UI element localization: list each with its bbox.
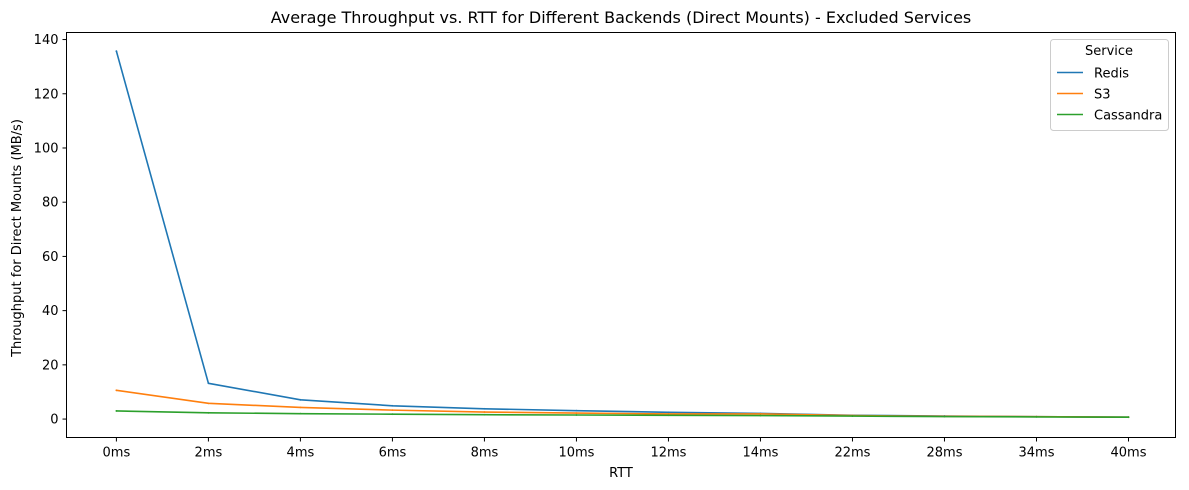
y-tick-label: 80 (42, 196, 59, 211)
data-point-cassandra (299, 412, 302, 415)
y-tick-label: 140 (34, 33, 59, 48)
data-point-redis (667, 411, 670, 414)
legend-title: Service (1085, 44, 1133, 59)
x-tick-label: 34ms (1018, 446, 1054, 461)
y-axis-label: Throughput for Direct Mounts (MB/s) (10, 119, 25, 358)
x-tick-label: 0ms (103, 446, 131, 461)
x-tick-label: 40ms (1111, 446, 1147, 461)
data-point-s3 (299, 406, 302, 409)
data-point-cassandra (1035, 415, 1038, 418)
data-point-redis (575, 409, 578, 412)
data-point-cassandra (667, 414, 670, 417)
data-point-cassandra (115, 410, 118, 412)
data-point-redis (207, 382, 210, 385)
data-point-redis (115, 50, 118, 53)
legend: Service Redis S3 Cassandra (1050, 39, 1169, 131)
data-point-cassandra (575, 414, 578, 416)
y-tick-label: 100 (34, 141, 59, 156)
data-point-cassandra (207, 411, 210, 414)
x-tick-label: 12ms (650, 446, 686, 461)
chart-title: Average Throughput vs. RTT for Different… (271, 8, 972, 27)
data-point-cassandra (851, 415, 854, 417)
x-axis-label: RTT (609, 466, 633, 481)
y-tick-label: 20 (42, 358, 59, 373)
y-tick-label: 60 (42, 250, 59, 265)
data-point-redis (299, 398, 302, 401)
y-tick-label: 0 (50, 413, 58, 428)
data-point-s3 (575, 412, 578, 415)
x-tick-label: 6ms (379, 446, 407, 461)
data-point-s3 (391, 409, 394, 412)
x-axis-ticks: 0ms 2ms 4ms 6ms 8ms 10ms 12ms 14ms 22ms 28ms 34ms 4… (103, 437, 1147, 461)
data-point-cassandra (759, 414, 762, 417)
legend-box (1050, 39, 1169, 131)
data-point-s3 (115, 389, 118, 392)
data-point-cassandra (483, 413, 486, 416)
legend-label-redis: Redis (1094, 67, 1129, 82)
x-tick-label: 4ms (287, 446, 315, 461)
legend-label-s3: S3 (1094, 88, 1111, 103)
x-tick-label: 10ms (558, 446, 594, 461)
y-axis-ticks: 0 20 40 60 80 100 120 140 (34, 33, 67, 428)
y-tick-label: 40 (42, 304, 59, 319)
data-point-s3 (759, 413, 762, 415)
series-line-cassandra (115, 410, 1130, 418)
series-lines (115, 50, 1130, 419)
data-point-cassandra (943, 415, 946, 418)
x-tick-label: 14ms (742, 446, 778, 461)
x-tick-label: 22ms (834, 446, 870, 461)
data-point-s3 (207, 402, 210, 405)
series-line-redis (115, 50, 1130, 418)
data-point-s3 (483, 411, 486, 413)
plot-frame (66, 32, 1176, 438)
x-tick-label: 2ms (195, 446, 223, 461)
y-tick-label: 120 (34, 87, 59, 102)
x-tick-label: 8ms (471, 446, 499, 461)
data-point-cassandra (1127, 416, 1130, 419)
legend-label-cassandra: Cassandra (1094, 109, 1162, 124)
data-point-s3 (667, 413, 670, 415)
data-point-redis (391, 404, 394, 407)
data-point-redis (483, 407, 486, 410)
x-tick-label: 28ms (926, 446, 962, 461)
data-point-cassandra (391, 413, 394, 416)
